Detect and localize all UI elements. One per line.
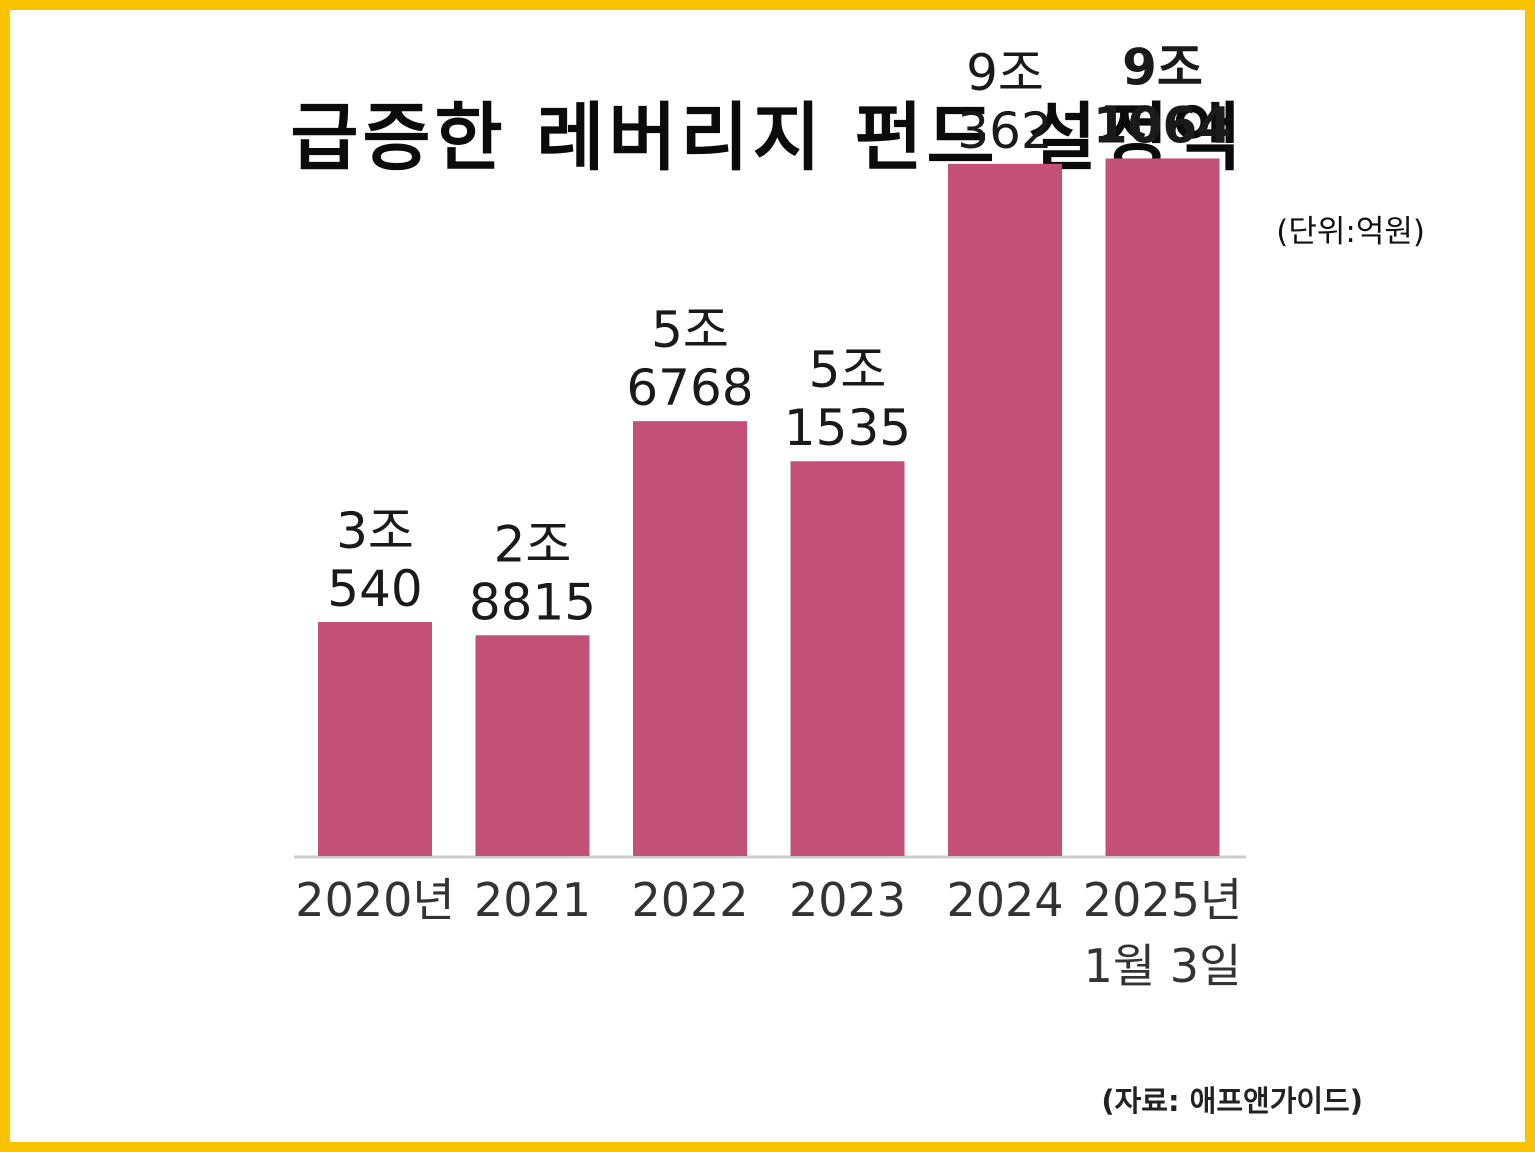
value-label-0-0: 3조	[336, 502, 414, 560]
bar-0	[318, 622, 432, 856]
value-label-3-1: 1535	[784, 399, 911, 457]
value-label-0-1: 540	[327, 560, 422, 618]
bar-1	[476, 635, 590, 856]
bar-5	[1106, 158, 1220, 856]
category-label-0-0: 2020년	[295, 873, 454, 927]
value-label-1-1: 8815	[469, 573, 596, 631]
category-label-1-0: 2021	[474, 873, 591, 927]
value-label-2-1: 6768	[626, 359, 753, 417]
value-label-4-1: 362	[957, 102, 1052, 160]
bar-2	[633, 421, 747, 856]
value-label-3-0: 5조	[809, 341, 887, 399]
category-label-5-0: 2025년	[1083, 873, 1242, 927]
category-label-2-0: 2022	[631, 873, 748, 927]
value-label-5-1: 1064	[1093, 96, 1232, 154]
category-label-4-0: 2024	[946, 873, 1063, 927]
value-label-1-0: 2조	[494, 515, 572, 573]
value-label-5-0: 9조	[1122, 38, 1203, 96]
source-note: (자료: 애프앤가이드)	[1101, 1078, 1363, 1120]
value-label-2-0: 5조	[651, 301, 729, 359]
value-label-4-0: 9조	[966, 44, 1044, 102]
category-label-3-0: 2023	[789, 873, 906, 927]
bar-4	[948, 164, 1062, 856]
category-label-5-1: 1월 3일	[1084, 939, 1242, 993]
bar-3	[791, 461, 905, 856]
